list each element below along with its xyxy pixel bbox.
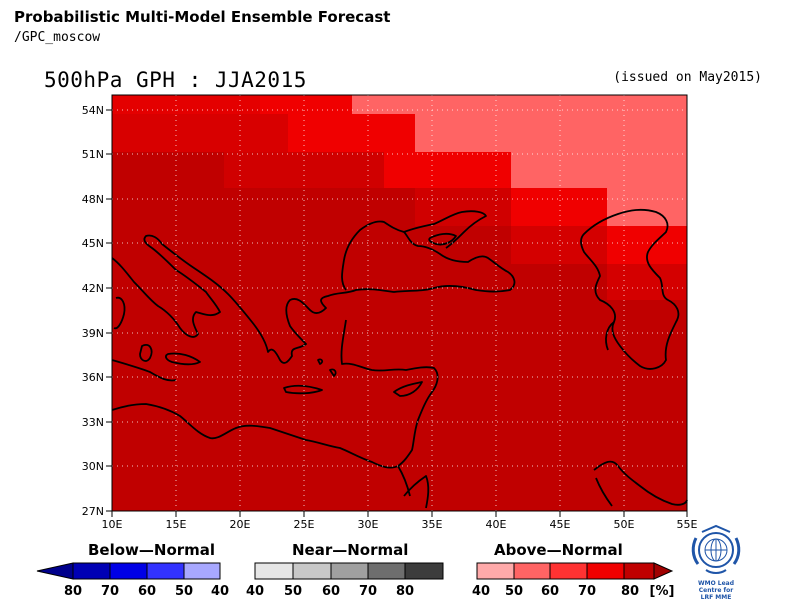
cell-above-50 [415, 114, 687, 152]
lat-label: 48N [82, 193, 104, 206]
legend-label: 40 [246, 584, 264, 599]
page-subtitle: /GPC_moscow [14, 30, 101, 45]
logo-line-2: LRF MME [700, 594, 732, 601]
legend-swatch-below-70 [109, 562, 148, 580]
lat-label: 27N [82, 505, 104, 518]
legend-swatch-near-70 [367, 562, 406, 580]
legend-label: 70 [578, 584, 596, 599]
legend-unit: [%] [650, 584, 675, 599]
probability-field [112, 95, 687, 300]
lat-label: 54N [82, 104, 104, 117]
cell-above-70 [260, 95, 352, 114]
cell-above-80 [511, 226, 607, 264]
lat-label: 45N [82, 237, 104, 250]
legend-swatch-near-40 [254, 562, 294, 580]
legend-swatch-near-80 [404, 562, 444, 580]
lon-label: 35E [422, 518, 443, 531]
map-frame [111, 94, 688, 512]
issued-date: (issued on May2015) [613, 70, 762, 85]
coastlines [111, 208, 688, 509]
legend-title-below: Below—Normal [88, 541, 216, 559]
plot-title: 500hPa GPH : JJA2015 [44, 68, 307, 92]
legend-label: 40 [211, 584, 229, 599]
lon-label: 50E [614, 518, 635, 531]
legend-swatch-below-40 [183, 562, 221, 580]
lat-label: 39N [82, 327, 104, 340]
legend-swatch-near-50 [292, 562, 332, 580]
legend-swatch-above-80 [623, 562, 655, 580]
legend-above-arrow [653, 562, 674, 580]
legend-label: 60 [138, 584, 156, 599]
page-title: Probabilistic Multi-Model Ensemble Forec… [14, 8, 391, 26]
wmo-emblem-icon [691, 524, 741, 574]
lon-label: 10E [102, 518, 123, 531]
lon-label: 25E [294, 518, 315, 531]
legend-swatch-above-70 [586, 562, 625, 580]
legend-below-normal: 80 70 60 50 40 [36, 562, 229, 599]
cell-above-50 [352, 95, 687, 114]
cell-above-50 [607, 188, 687, 226]
lon-label: 20E [230, 518, 251, 531]
legend-title-above: Above—Normal [494, 541, 623, 559]
lon-label: 55E [677, 518, 698, 531]
legend-label: 50 [284, 584, 302, 599]
legend-label: 70 [101, 584, 119, 599]
cell-above-70 [288, 114, 415, 152]
graticule [112, 95, 687, 511]
lat-label: 30N [82, 460, 104, 473]
cell-above-50 [511, 152, 687, 188]
legend-label: 50 [505, 584, 523, 599]
logo-line-1: WMO Lead Centre for [697, 580, 734, 594]
cell-above-80 [607, 264, 687, 300]
lon-label: 40E [486, 518, 507, 531]
legend-above-normal: 40 50 60 70 80 [%] [472, 562, 675, 599]
cell-above-80 [112, 114, 288, 152]
longitude-labels: 10E 15E 20E 25E 30E 35E 40E 45E 50E 55E [102, 518, 698, 531]
lon-label: 15E [166, 518, 187, 531]
legend-title-near: Near—Normal [292, 541, 409, 559]
legend-swatch-below-80 [72, 562, 111, 580]
lat-label: 51N [82, 148, 104, 161]
cell-above-70 [511, 188, 607, 226]
cell-above-70 [384, 152, 511, 188]
wmo-logo: WMO Lead Centre for LRF MME [688, 524, 744, 601]
legend-swatch-above-60 [549, 562, 588, 580]
legend-below-arrow [36, 562, 74, 580]
cell-above-80 [415, 188, 511, 226]
legend-swatch-above-50 [513, 562, 551, 580]
axis-ticks [106, 109, 688, 517]
legend-label: 80 [64, 584, 82, 599]
legend-label: 40 [472, 584, 490, 599]
lon-label: 30E [358, 518, 379, 531]
latitude-labels: 54N 51N 48N 45N 42N 39N 36N 33N 30N 27N [82, 104, 104, 518]
lat-label: 36N [82, 371, 104, 384]
legend-label: 70 [359, 584, 377, 599]
legend-swatch-above-40 [476, 562, 515, 580]
lat-label: 33N [82, 416, 104, 429]
legend-label: 60 [541, 584, 559, 599]
legend-swatch-near-60 [330, 562, 369, 580]
legend-label: 60 [322, 584, 340, 599]
legend-swatch-below-60 [146, 562, 185, 580]
lon-label: 45E [550, 518, 571, 531]
lat-label: 42N [82, 282, 104, 295]
legend-label: 50 [175, 584, 193, 599]
legend-near-normal: 40 50 60 70 80 [246, 562, 444, 599]
legend-label: 80 [621, 584, 639, 599]
legend-label: 80 [396, 584, 414, 599]
